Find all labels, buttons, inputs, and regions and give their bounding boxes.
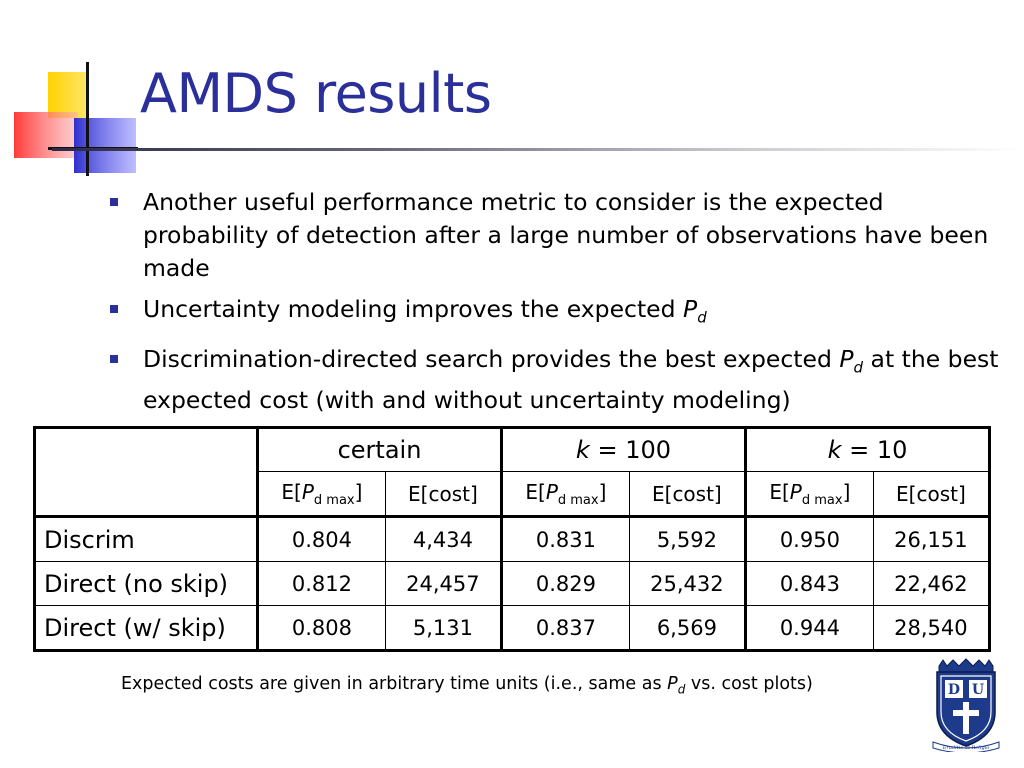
pd-var: P bbox=[545, 479, 558, 504]
header-pd-max: E[Pd max] bbox=[256, 471, 386, 518]
pd-var: P bbox=[789, 479, 802, 504]
crest-letter-d: D bbox=[948, 682, 960, 698]
pd-suffix: ] bbox=[598, 479, 607, 504]
bullet-item: Uncertainty modeling improves the expect… bbox=[110, 293, 1005, 335]
header-cost: E[cost] bbox=[384, 471, 502, 518]
row-label: Discrim bbox=[34, 516, 258, 562]
cell-value: 0.804 bbox=[256, 516, 386, 562]
cell-value: 0.812 bbox=[256, 561, 386, 606]
red-square bbox=[14, 112, 78, 158]
row-label: Direct (no skip) bbox=[34, 561, 258, 606]
bullet-list: Another useful performance metric to con… bbox=[110, 186, 1005, 425]
footnote: Expected costs are given in arbitrary ti… bbox=[121, 674, 813, 697]
square-bullet-icon bbox=[110, 198, 118, 206]
table-row: Discrim 0.804 4,434 0.831 5,592 0.950 26… bbox=[34, 516, 991, 562]
square-bullet-icon bbox=[110, 354, 118, 363]
cell-value: 0.950 bbox=[743, 516, 874, 562]
row-label: Direct (w/ skip) bbox=[34, 605, 258, 651]
pd-prefix: E[ bbox=[281, 479, 302, 504]
table-row: Direct (w/ skip) 0.808 5,131 0.837 6,569… bbox=[34, 605, 991, 651]
cell-value: 24,457 bbox=[384, 561, 502, 606]
pd-sub: d bbox=[677, 682, 686, 697]
cell-value: 0.837 bbox=[499, 605, 630, 651]
pd-main: P bbox=[683, 295, 698, 323]
pd-main: P bbox=[839, 344, 854, 373]
group-header-k100: k = 100 bbox=[499, 427, 746, 472]
cell-value: 22,462 bbox=[872, 561, 991, 606]
cell-value: 25,432 bbox=[628, 561, 746, 606]
cell-value: 0.843 bbox=[743, 561, 874, 606]
cell-value: 4,434 bbox=[384, 516, 502, 562]
header-cost: E[cost] bbox=[628, 471, 746, 518]
header-pd-max: E[Pd max] bbox=[499, 471, 630, 518]
table-header-groups: certain k = 100 k = 10 bbox=[34, 427, 991, 518]
cell-value: 0.829 bbox=[499, 561, 630, 606]
results-table: certain k = 100 k = 10 E[Pd max] E[cost]… bbox=[33, 426, 991, 652]
yellow-square bbox=[48, 72, 88, 118]
table-row: Direct (no skip) 0.812 24,457 0.829 25,4… bbox=[34, 561, 991, 606]
bullet-text: Uncertainty modeling improves the expect… bbox=[143, 295, 684, 323]
square-bullet-icon bbox=[110, 305, 118, 313]
pd-suffix: ] bbox=[354, 479, 363, 504]
pd-var: P bbox=[301, 479, 314, 504]
bullet-text: Another useful performance metric to con… bbox=[143, 188, 989, 282]
cell-value: 28,540 bbox=[872, 605, 991, 651]
header-pd-max: E[Pd max] bbox=[743, 471, 874, 518]
corner-decoration bbox=[14, 62, 138, 176]
cell-value: 0.944 bbox=[743, 605, 874, 651]
pd-prefix: E[ bbox=[525, 479, 546, 504]
pd-symbol: Pd bbox=[683, 295, 707, 327]
cell-value: 26,151 bbox=[872, 516, 991, 562]
bullet-text-after: at the best expected cost (with and with… bbox=[143, 344, 999, 415]
crest-motto: Eruditio et Religio bbox=[942, 745, 990, 751]
pd-prefix: E[ bbox=[769, 479, 790, 504]
bullet-text: Discrimination-directed search provides … bbox=[143, 344, 840, 373]
cell-value: 6,569 bbox=[628, 605, 746, 651]
footnote-text: Expected costs are given in arbitrary ti… bbox=[121, 674, 668, 694]
blue-square bbox=[74, 118, 136, 173]
bullet-item: Discrimination-directed search provides … bbox=[110, 343, 1005, 418]
vertical-line bbox=[86, 62, 89, 176]
group-rest: = 100 bbox=[589, 436, 672, 464]
group-rest: = 10 bbox=[841, 436, 908, 464]
pd-sub: d max bbox=[801, 492, 843, 508]
pd-sub: d max bbox=[557, 492, 599, 508]
crest-letter-u: U bbox=[972, 682, 984, 698]
cell-value: 5,592 bbox=[628, 516, 746, 562]
cell-value: 0.831 bbox=[499, 516, 630, 562]
footnote-text-after: vs. cost plots) bbox=[685, 674, 813, 694]
group-header-certain: certain bbox=[256, 427, 502, 472]
pd-sub: d max bbox=[313, 492, 355, 508]
university-crest-icon: D U Eruditio et Religio bbox=[932, 658, 1000, 752]
cell-value: 0.808 bbox=[256, 605, 386, 651]
pd-sub: d bbox=[697, 308, 707, 327]
group-var: k bbox=[575, 436, 590, 464]
group-var: k bbox=[827, 436, 842, 464]
pd-symbol: Pd bbox=[839, 344, 864, 377]
group-header-k10: k = 10 bbox=[743, 427, 991, 472]
group-label: certain bbox=[337, 436, 422, 464]
cell-value: 5,131 bbox=[384, 605, 502, 651]
bullet-item: Another useful performance metric to con… bbox=[110, 186, 1005, 285]
pd-suffix: ] bbox=[842, 479, 851, 504]
table-header-metrics: E[Pd max] E[cost] E[Pd max] E[cost] E[Pd… bbox=[35, 471, 991, 518]
empty-corner-cell bbox=[34, 427, 258, 518]
pd-main: P bbox=[667, 674, 678, 694]
pd-sub: d bbox=[853, 358, 864, 377]
slide-title: AMDS results bbox=[140, 62, 492, 125]
header-cost: E[cost] bbox=[872, 471, 991, 518]
title-rule bbox=[52, 148, 1024, 151]
